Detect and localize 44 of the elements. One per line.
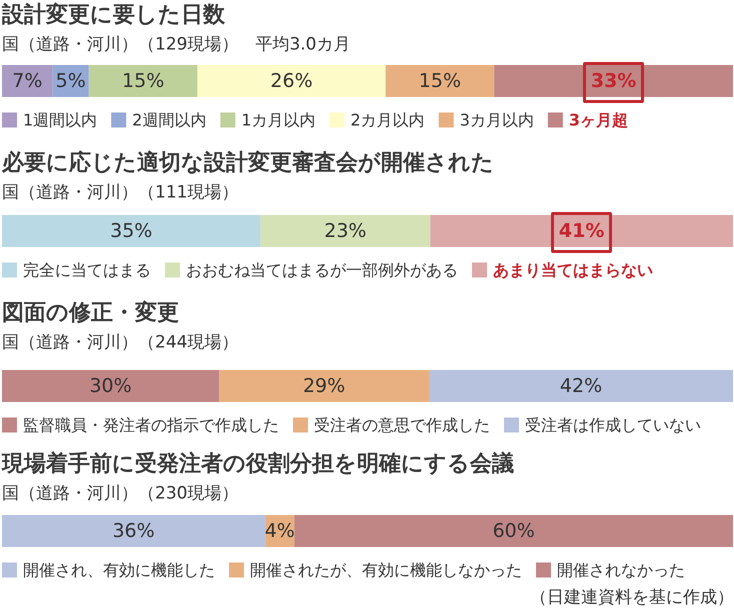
legend-label: 受注者の意思で作成した bbox=[314, 416, 490, 434]
chart-subtitle: 国（道路・河川）（111現場） bbox=[2, 182, 238, 202]
legend-label: 監督職員・発注者の指示で作成した bbox=[23, 416, 279, 434]
legend-label: 2カ月以内 bbox=[350, 110, 425, 130]
legend-label: 開催され、有効に機能した bbox=[23, 560, 215, 580]
legend-label: 開催されなかった bbox=[557, 560, 685, 580]
data-label: 29% bbox=[302, 375, 346, 397]
data-label: 5% bbox=[56, 70, 86, 92]
data-label: 42% bbox=[560, 375, 602, 397]
chart-title: 設計変更に要した日数 bbox=[1, 2, 226, 28]
chart-title: 図面の修正・変更 bbox=[2, 300, 179, 326]
chart-title: 必要に応じた適切な設計変更審査会が開催された bbox=[1, 150, 494, 176]
data-label: 35% bbox=[110, 220, 152, 242]
chart-subtitle: 国（道路・河川）（129現場） 平均3.0カ月 bbox=[2, 34, 350, 54]
chart-subtitle: 国（道路・河川）（244現場） bbox=[2, 332, 238, 352]
text: （日建連資料を基に作成） bbox=[530, 588, 734, 608]
legend-label: 2週間以内 bbox=[132, 110, 206, 130]
legend-label: 3ヶ月超 bbox=[568, 110, 628, 130]
data-label: 26% bbox=[270, 70, 313, 92]
legend-label: 3カ月以内 bbox=[460, 110, 534, 130]
legend-label: 1週間以内 bbox=[23, 110, 98, 130]
legend-label: 受注者は作成していない bbox=[525, 416, 701, 434]
chart-title: 現場着手前に受発注者の役割分担を明確にする会議 bbox=[1, 450, 514, 476]
legend-label: あまり当てはまらない bbox=[493, 260, 653, 280]
data-label: 23% bbox=[324, 220, 366, 242]
bar bbox=[386, 65, 494, 97]
legend-label: おおむね当てはまるが一部例外がある bbox=[186, 260, 458, 280]
bar bbox=[197, 65, 386, 97]
data-label: 4% bbox=[264, 520, 295, 542]
data-label: 15% bbox=[418, 70, 461, 92]
data-label: 36% bbox=[112, 520, 155, 542]
bar bbox=[494, 65, 733, 97]
legend-label: 1カ月以内 bbox=[241, 110, 316, 130]
legend-label: 完全に当てはまる bbox=[23, 260, 151, 280]
data-label: 15% bbox=[122, 70, 164, 92]
data-label: 30% bbox=[89, 375, 132, 397]
data-label: 7% bbox=[12, 70, 42, 92]
data-label: 60% bbox=[492, 520, 535, 542]
chart-subtitle: 国（道路・河川）（230現場） bbox=[2, 484, 238, 504]
data-label: 41% bbox=[558, 220, 604, 242]
data-label: 33% bbox=[590, 70, 636, 92]
bar bbox=[2, 65, 53, 97]
legend-label: 開催されたが、有効に機能しなかった bbox=[250, 560, 522, 580]
bar bbox=[88, 65, 198, 97]
